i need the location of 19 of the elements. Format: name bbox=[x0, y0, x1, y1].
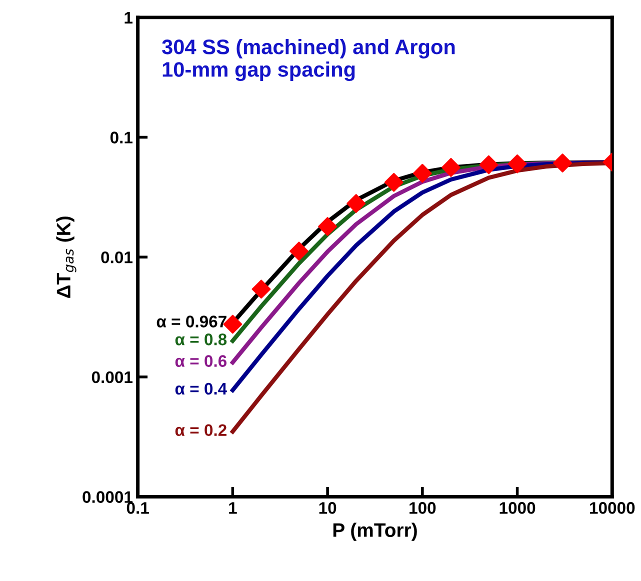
y-axis-title: ΔT$_{gas}$ (K) bbox=[56, 216, 76, 298]
series-label: α = 0.6 bbox=[175, 355, 227, 367]
series-label: α = 0.4 bbox=[175, 382, 228, 395]
x-tick-label: 10000 bbox=[590, 502, 635, 514]
x-tick-label: 1 bbox=[229, 502, 237, 514]
series-label: α = 0.2 bbox=[175, 424, 226, 436]
x-axis-title: P (mTorr) bbox=[333, 522, 417, 541]
series-label: α = 0.8 bbox=[175, 334, 227, 346]
x-tick-label: 0.1 bbox=[126, 502, 149, 514]
y-tick-label: 0.1 bbox=[110, 132, 132, 144]
y-tick-label: 0.01 bbox=[101, 251, 132, 264]
x-tick-label: 10 bbox=[319, 502, 336, 514]
y-tick-label: 1 bbox=[124, 12, 132, 24]
text: 304 SS (machined) and Argon 10-mm gap spacing bbox=[162, 39, 455, 82]
series-label: α = 0.967 bbox=[156, 316, 226, 328]
y-tick-label: 0.0001 bbox=[82, 491, 132, 503]
x-tick-label: 1000 bbox=[500, 502, 536, 514]
y-tick-label: 0.001 bbox=[92, 371, 132, 384]
x-tick-label: 100 bbox=[410, 502, 436, 514]
